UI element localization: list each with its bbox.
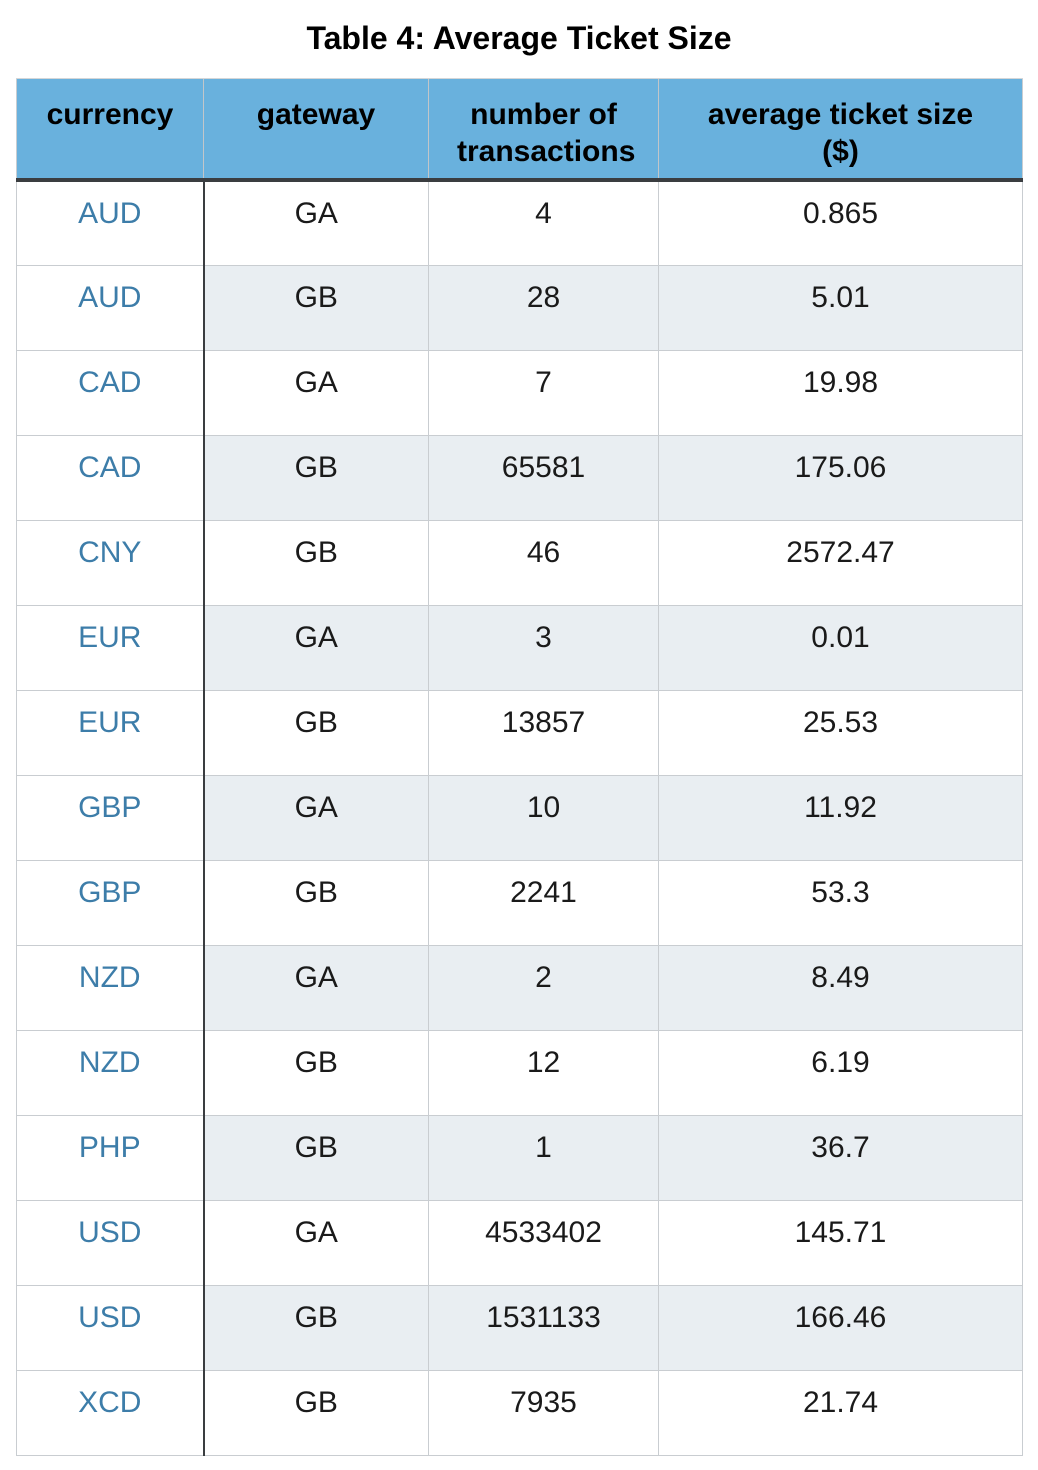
table-row: NZD GA 2 8.49 <box>16 944 1023 1030</box>
currency-cell[interactable]: EUR <box>16 604 205 690</box>
currency-cell[interactable]: AUD <box>16 264 205 350</box>
gateway-cell: GA <box>203 944 429 1030</box>
currency-cell[interactable]: EUR <box>16 689 205 775</box>
header-number-of-transactions: number of transactions <box>428 78 659 182</box>
header-average-ticket-size: average ticket size ($) <box>658 78 1023 182</box>
transactions-cell: 4533402 <box>428 1199 659 1285</box>
currency-cell[interactable]: GBP <box>16 774 205 860</box>
gateway-cell: GA <box>203 604 429 690</box>
currency-cell[interactable]: USD <box>16 1284 205 1370</box>
avg-ticket-cell: 19.98 <box>658 349 1023 435</box>
table-row: CNY GB 46 2572.47 <box>16 519 1023 605</box>
currency-cell[interactable]: GBP <box>16 859 205 945</box>
currency-cell[interactable]: CNY <box>16 519 205 605</box>
gateway-cell: GB <box>203 519 429 605</box>
currency-cell[interactable]: AUD <box>16 179 205 265</box>
gateway-cell: GB <box>203 1369 429 1455</box>
table-row: AUD GB 28 5.01 <box>16 264 1023 350</box>
table-row: GBP GA 10 11.92 <box>16 774 1023 860</box>
table-row: CAD GA 7 19.98 <box>16 349 1023 435</box>
transactions-cell: 13857 <box>428 689 659 775</box>
gateway-cell: GB <box>203 1284 429 1370</box>
avg-ticket-cell: 0.865 <box>658 179 1023 265</box>
currency-cell[interactable]: USD <box>16 1199 205 1285</box>
avg-ticket-cell: 53.3 <box>658 859 1023 945</box>
avg-ticket-cell: 5.01 <box>658 264 1023 350</box>
currency-cell[interactable]: CAD <box>16 434 205 520</box>
avg-ticket-cell: 6.19 <box>658 1029 1023 1115</box>
currency-cell[interactable]: PHP <box>16 1114 205 1200</box>
table-row: GBP GB 2241 53.3 <box>16 859 1023 945</box>
transactions-cell: 7 <box>428 349 659 435</box>
table-row: AUD GA 4 0.865 <box>16 179 1023 265</box>
header-row: currency gateway number of transactions … <box>16 78 1023 182</box>
gateway-cell: GA <box>203 179 429 265</box>
gateway-cell: GB <box>203 1029 429 1115</box>
transactions-cell: 2 <box>428 944 659 1030</box>
gateway-cell: GB <box>203 1114 429 1200</box>
transactions-cell: 46 <box>428 519 659 605</box>
table-row: CAD GB 65581 175.06 <box>16 434 1023 520</box>
avg-ticket-cell: 2572.47 <box>658 519 1023 605</box>
gateway-cell: GB <box>203 859 429 945</box>
transactions-cell: 2241 <box>428 859 659 945</box>
table-title: Table 4: Average Ticket Size <box>306 20 732 56</box>
currency-cell[interactable]: CAD <box>16 349 205 435</box>
transactions-cell: 7935 <box>428 1369 659 1455</box>
avg-ticket-cell: 8.49 <box>658 944 1023 1030</box>
gateway-cell: GA <box>203 1199 429 1285</box>
transactions-cell: 12 <box>428 1029 659 1115</box>
avg-ticket-cell: 166.46 <box>658 1284 1023 1370</box>
transactions-cell: 4 <box>428 179 659 265</box>
transactions-cell: 1531133 <box>428 1284 659 1370</box>
transactions-cell: 10 <box>428 774 659 860</box>
transactions-cell: 3 <box>428 604 659 690</box>
gateway-cell: GA <box>203 349 429 435</box>
table-header: currency gateway number of transactions … <box>16 78 1023 182</box>
table-row: USD GB 1531133 166.46 <box>16 1284 1023 1370</box>
avg-ticket-cell: 21.74 <box>658 1369 1023 1455</box>
transactions-cell: 28 <box>428 264 659 350</box>
table-row: USD GA 4533402 145.71 <box>16 1199 1023 1285</box>
table-row: XCD GB 7935 21.74 <box>16 1369 1023 1455</box>
header-currency: currency <box>16 78 204 182</box>
avg-ticket-cell: 36.7 <box>658 1114 1023 1200</box>
header-gateway: gateway <box>203 78 429 182</box>
currency-cell[interactable]: XCD <box>16 1369 205 1455</box>
table-row: NZD GB 12 6.19 <box>16 1029 1023 1115</box>
avg-ticket-cell: 0.01 <box>658 604 1023 690</box>
avg-ticket-cell: 25.53 <box>658 689 1023 775</box>
avg-ticket-cell: 11.92 <box>658 774 1023 860</box>
gateway-cell: GB <box>203 434 429 520</box>
average-ticket-size-table: currency gateway number of transactions … <box>16 78 1023 1456</box>
table-row: EUR GA 3 0.01 <box>16 604 1023 690</box>
gateway-cell: GB <box>203 689 429 775</box>
currency-cell[interactable]: NZD <box>16 1029 205 1115</box>
avg-ticket-cell: 175.06 <box>658 434 1023 520</box>
transactions-cell: 1 <box>428 1114 659 1200</box>
gateway-cell: GB <box>203 264 429 350</box>
table-row: EUR GB 13857 25.53 <box>16 689 1023 775</box>
table-body: AUD GA 4 0.865 AUD GB 28 5.01 CAD GA 7 19.98 CAD GB 65… <box>16 179 1023 1455</box>
table-row: PHP GB 1 36.7 <box>16 1114 1023 1200</box>
transactions-cell: 65581 <box>428 434 659 520</box>
currency-cell[interactable]: NZD <box>16 944 205 1030</box>
gateway-cell: GA <box>203 774 429 860</box>
avg-ticket-cell: 145.71 <box>658 1199 1023 1285</box>
